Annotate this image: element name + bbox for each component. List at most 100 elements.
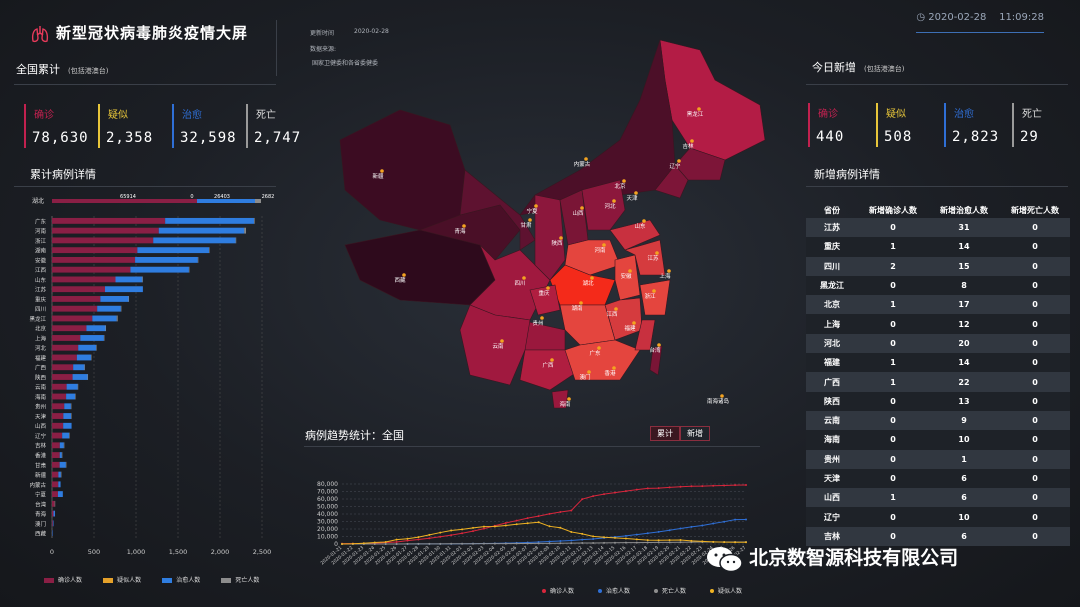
bar-category-label: 黑龙江 [29, 315, 46, 323]
bar-category-label: 江西 [35, 267, 47, 274]
line-point [504, 524, 507, 527]
legend-suspect[interactable]: 疑似人数 [103, 575, 141, 584]
line-y-tick: 20,000 [317, 526, 338, 533]
region-anhui[interactable] [614, 254, 641, 301]
col-new-confirmed: 新增确诊人数 [869, 205, 917, 215]
bar-x-tick: 2,500 [253, 548, 272, 556]
line-point [472, 530, 475, 533]
bar-confirmed [52, 227, 159, 234]
bar-category-label: 北京 [35, 325, 47, 333]
bar-confirmed [52, 305, 98, 312]
cell-new-confirmed: 0 [858, 314, 928, 334]
bar-dead [103, 335, 105, 341]
toggle-new-button[interactable]: 新增 [680, 426, 710, 441]
cell-province: 江苏 [806, 218, 858, 238]
bar-dead [142, 276, 143, 283]
map-label: 上海 [659, 272, 671, 280]
bar-category-label: 天津 [35, 413, 47, 420]
bar-confirmed [52, 413, 64, 419]
line-point [745, 484, 747, 487]
region-hainan[interactable] [551, 389, 569, 409]
cell-new-cured: 1 [928, 449, 1000, 469]
bar-cured [92, 315, 117, 322]
bar-dead [105, 325, 107, 332]
cell-new-dead: 0 [1000, 256, 1070, 276]
table-row: 福建 1 14 0 [806, 353, 1070, 373]
line-point [668, 539, 671, 542]
bar-dead [65, 461, 67, 468]
bar-dead [90, 354, 92, 361]
bar-confirmed [52, 432, 63, 439]
bar-cured [80, 335, 104, 341]
bar-category-label: 贵州 [35, 403, 46, 411]
cell-new-cured: 6 [928, 526, 1000, 547]
map-dot [612, 366, 616, 370]
col-new-cured: 新增治愈人数 [940, 205, 988, 215]
legend-confirmed[interactable]: 确诊人数 [44, 575, 82, 584]
line-point [548, 525, 551, 528]
region-fujian[interactable] [634, 319, 656, 351]
cell-province: 山西 [806, 488, 858, 508]
legend-marker [710, 589, 714, 593]
watermark-text: 北京数智源科技有限公司 [749, 547, 959, 569]
map-label: 南海诸岛 [707, 397, 730, 405]
bar-cured [73, 364, 85, 371]
bar-hubei-cured [197, 199, 255, 203]
line-legend-item[interactable]: 治愈人数 [598, 587, 630, 595]
col-new-dead: 新增死亡人数 [1011, 205, 1059, 215]
line-point [384, 540, 387, 543]
national-stat-1: 疑似 2,358 [98, 102, 168, 150]
line-point [570, 509, 573, 512]
line-point [646, 539, 649, 542]
stat-label: 治愈 [954, 109, 974, 120]
national-title: 全国累计 (包括港澳台) [16, 61, 108, 77]
line-legend-item[interactable]: 确诊人数 [542, 587, 574, 595]
cell-new-dead: 0 [1000, 333, 1070, 354]
region-heilongjiang[interactable] [659, 39, 766, 161]
map-dot [655, 251, 659, 255]
toggle-cumulative-button[interactable]: 累计 [650, 426, 680, 441]
map-label: 四川 [514, 280, 525, 287]
bar-category-label: 广东 [35, 217, 47, 225]
region-hunan[interactable] [559, 304, 616, 346]
bar-x-tick: 0 [50, 548, 54, 556]
legend-cured[interactable]: 治愈人数 [162, 575, 200, 584]
table-row: 四川 2 15 0 [806, 256, 1070, 276]
region-shandong[interactable] [609, 219, 661, 251]
map-label: 湖南 [571, 304, 583, 312]
today-stat-1: 疑似 508 [876, 101, 946, 149]
bar-confirmed [52, 325, 87, 332]
line-legend-item[interactable]: 疑似人数 [710, 587, 742, 595]
bar-cured [66, 393, 76, 400]
region-xinjiang[interactable] [339, 109, 466, 231]
map-label: 香港 [604, 369, 616, 377]
region-jiangsu[interactable] [624, 239, 666, 276]
bar-dead [77, 383, 79, 390]
bar-cured [58, 471, 61, 478]
cell-new-dead: 0 [1000, 391, 1070, 411]
line-point [373, 541, 376, 544]
region-yunnan[interactable] [459, 304, 531, 386]
region-guangdong[interactable] [564, 339, 641, 381]
legend-dead[interactable]: 死亡人数 [221, 575, 259, 584]
line-point [428, 533, 431, 536]
cell-new-cured: 31 [928, 218, 1000, 238]
map-dot [540, 316, 544, 320]
bar-confirmed [52, 344, 79, 351]
map-label: 新疆 [372, 172, 384, 180]
region-hebei[interactable] [581, 179, 626, 231]
region-zhejiang[interactable] [639, 279, 671, 316]
region-guangxi[interactable] [519, 349, 581, 391]
map-dot [628, 269, 632, 273]
line-legend-item[interactable]: 死亡人数 [654, 587, 686, 595]
line-point [690, 485, 693, 488]
table-header-row: 省份 新增确诊人数 新增治愈人数 新增死亡人数 [806, 202, 1070, 218]
map-dot [522, 276, 526, 280]
region-gansu[interactable] [459, 169, 536, 251]
region-chongqing[interactable] [529, 284, 561, 316]
cell-new-cured: 10 [928, 507, 1000, 527]
today-subtitle: (包括港澳台) [864, 65, 905, 73]
bar-category-label: 澳门 [35, 520, 46, 528]
region-jilin[interactable] [674, 147, 726, 181]
